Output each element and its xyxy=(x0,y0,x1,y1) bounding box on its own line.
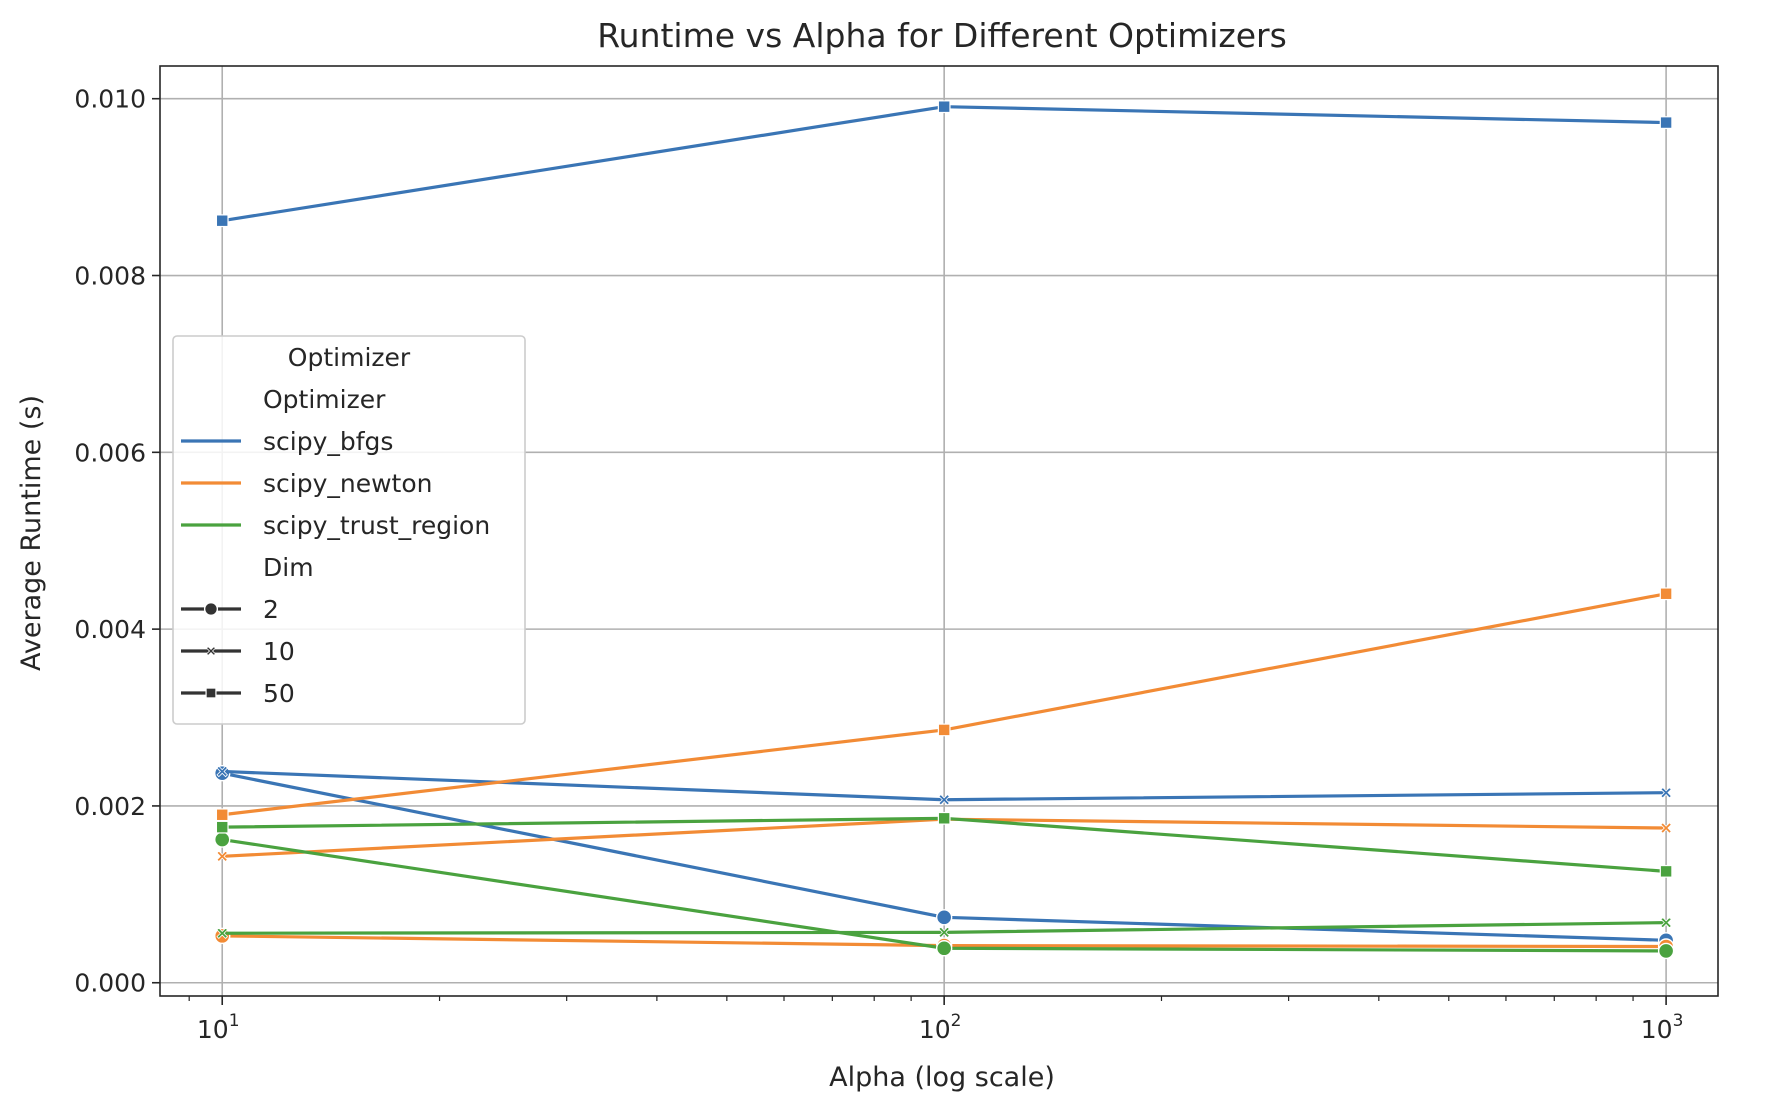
data-point xyxy=(214,831,231,848)
legend-label: scipy_bfgs xyxy=(263,427,393,456)
series-layer xyxy=(214,100,1675,960)
legend-label: 2 xyxy=(263,595,279,624)
legend-label: scipy_newton xyxy=(263,469,433,498)
legend-item-scipy_bfgs: scipy_bfgs xyxy=(181,427,393,456)
x-axis-label: Alpha (log scale) xyxy=(829,1062,1055,1093)
series-scipy_trust_region-dim-10 xyxy=(216,916,1672,939)
data-point xyxy=(937,100,951,114)
series-scipy_bfgs-dim-10 xyxy=(216,765,1672,806)
data-point xyxy=(215,808,229,822)
x-tick-label: 103 xyxy=(1641,1011,1684,1044)
data-point xyxy=(215,820,229,834)
legend-label: 50 xyxy=(263,679,295,708)
legend-item-dim-10: 10 xyxy=(181,637,295,666)
legend: Optimizer Optimizer scipy_bfgs scipy_newton… xyxy=(172,335,526,725)
data-point xyxy=(1659,864,1673,878)
legend-item-scipy_newton: scipy_newton xyxy=(181,469,433,498)
data-point xyxy=(214,927,231,945)
data-point xyxy=(1660,822,1672,834)
legend-label: 10 xyxy=(263,637,295,666)
legend-marker-square-icon xyxy=(205,687,217,699)
x-tick-base: 10 xyxy=(919,1015,951,1044)
series-scipy_bfgs-dim-50 xyxy=(215,100,1673,228)
data-point xyxy=(1660,786,1672,799)
data-point xyxy=(937,723,951,737)
x-tick-label: 102 xyxy=(919,1011,962,1044)
data-point xyxy=(935,940,953,957)
plot-frame xyxy=(159,65,1719,997)
x-tick-exponent: 2 xyxy=(951,1011,962,1031)
y-axis-label: Average Runtime (s) xyxy=(16,395,47,671)
series-scipy_trust_region-dim-2 xyxy=(214,831,1675,960)
x-tick-label: 101 xyxy=(197,1011,240,1044)
legend-title: Optimizer xyxy=(288,343,411,372)
y-tick-label: 0.000 xyxy=(74,969,146,998)
data-point xyxy=(1660,916,1672,929)
y-tick-label: 0.002 xyxy=(74,792,146,821)
legend-item-dim-50: 50 xyxy=(181,679,295,708)
y-tick-label: 0.010 xyxy=(74,85,146,114)
legend-style-header: Dim xyxy=(263,553,314,582)
series-scipy_trust_region-dim-50 xyxy=(215,811,1673,878)
legend-marker-x-icon xyxy=(206,646,216,656)
y-tick-label: 0.008 xyxy=(74,262,146,291)
x-tick-base: 10 xyxy=(1641,1015,1673,1044)
legend-box xyxy=(172,335,526,725)
data-point xyxy=(938,793,950,806)
data-point xyxy=(1659,116,1673,129)
data-point xyxy=(216,850,228,863)
x-tick-exponent: 1 xyxy=(229,1011,240,1031)
x-tick-exponent: 3 xyxy=(1673,1011,1684,1031)
y-tick-label: 0.004 xyxy=(74,615,146,644)
data-point xyxy=(216,765,228,778)
data-point xyxy=(1657,942,1675,960)
data-point xyxy=(216,927,228,939)
x-tick-base: 10 xyxy=(197,1015,229,1044)
data-point xyxy=(937,811,951,825)
chart-title: Runtime vs Alpha for Different Optimizer… xyxy=(597,16,1287,55)
series-scipy_newton-dim-50 xyxy=(215,587,1673,822)
data-point xyxy=(1659,587,1673,601)
legend-item-dim-2: 2 xyxy=(181,595,279,624)
legend-item-scipy_trust_region: scipy_trust_region xyxy=(181,511,490,540)
data-point xyxy=(935,909,953,926)
legend-hue-header: Optimizer xyxy=(263,385,386,414)
legend-marker-circle-icon xyxy=(203,601,219,617)
data-point xyxy=(938,926,950,939)
data-point xyxy=(215,214,229,228)
y-tick-label: 0.006 xyxy=(74,438,146,467)
legend-label: scipy_trust_region xyxy=(263,511,490,540)
